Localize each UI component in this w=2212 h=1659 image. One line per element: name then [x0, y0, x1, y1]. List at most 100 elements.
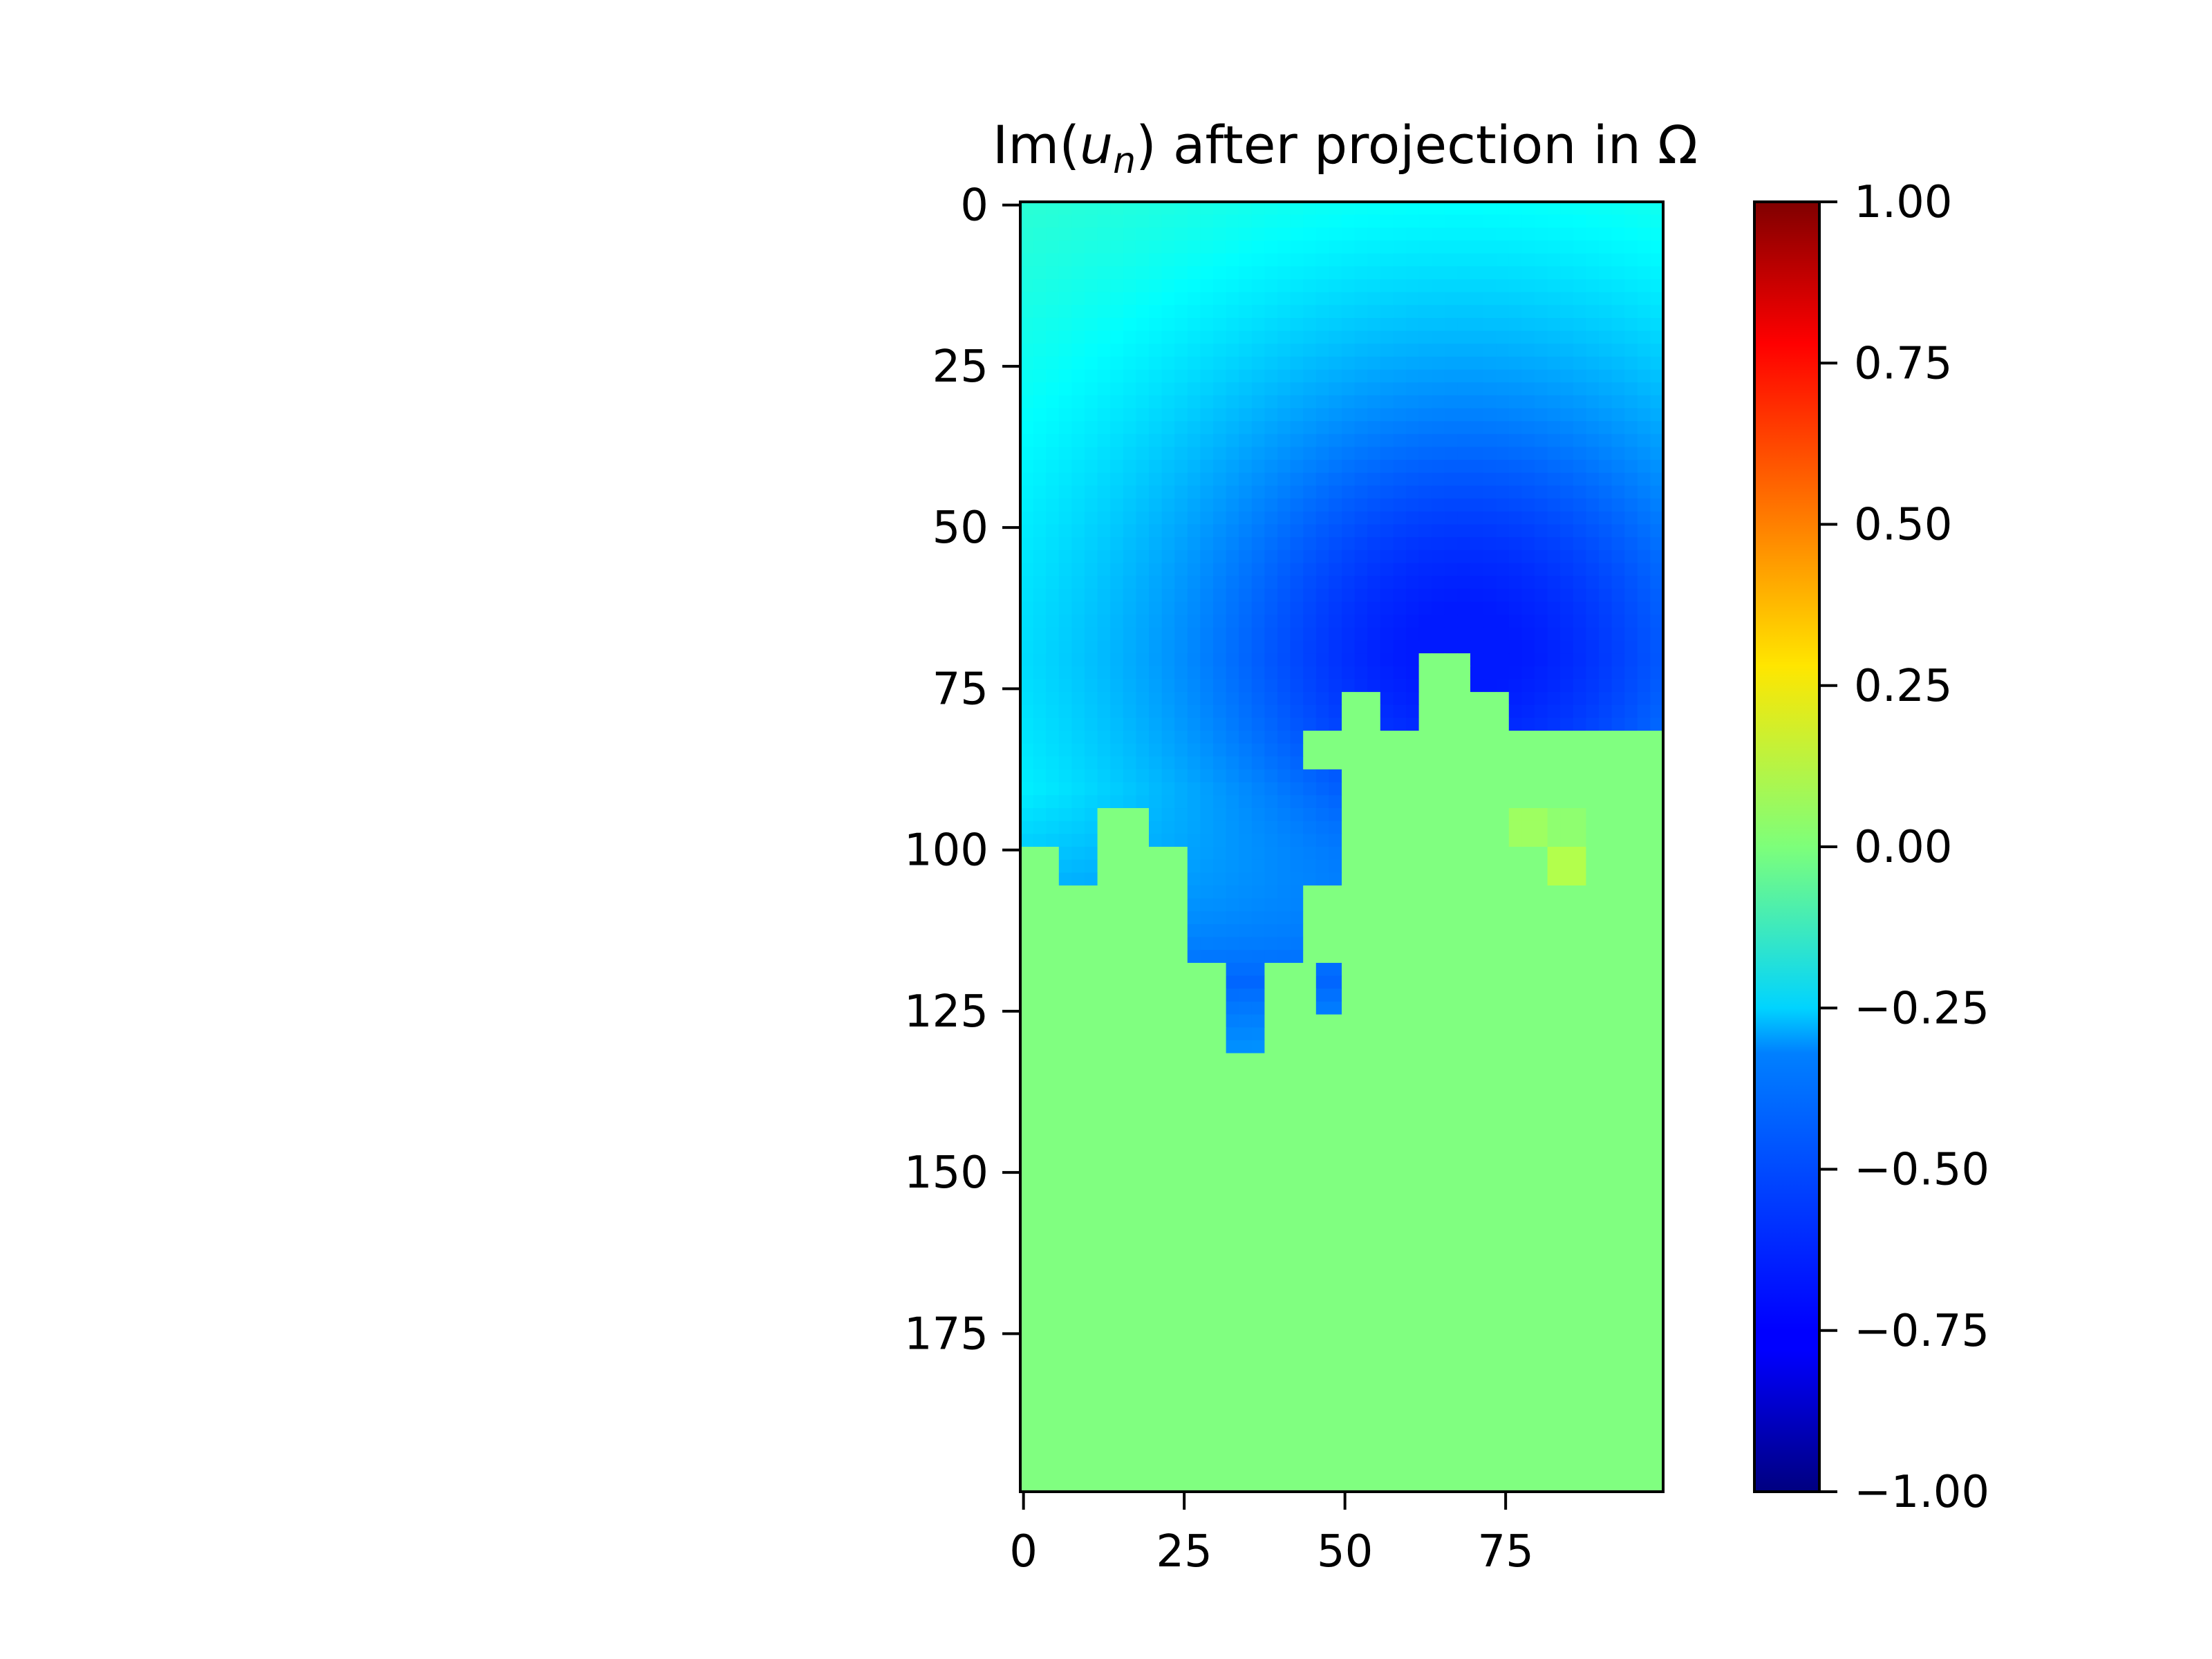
heatmap-cell [1136, 563, 1150, 577]
heatmap-cell [1483, 834, 1497, 847]
heatmap-cell [1599, 640, 1613, 654]
heatmap-cell [1611, 640, 1625, 654]
heatmap-cell [1483, 988, 1497, 1002]
heatmap-cell [1264, 950, 1278, 964]
heatmap-cell [1085, 950, 1098, 964]
heatmap-cell [1432, 317, 1445, 332]
heatmap-cell [1097, 292, 1111, 306]
heatmap-cell [1315, 1298, 1329, 1312]
heatmap-cell [1432, 653, 1445, 667]
heatmap-cell [1418, 214, 1432, 228]
heatmap-cell [1393, 1453, 1407, 1467]
heatmap-cell [1123, 317, 1136, 332]
heatmap-cell [1213, 279, 1227, 293]
heatmap-cell [1535, 1298, 1548, 1312]
heatmap-cell [1123, 795, 1136, 809]
heatmap-cell [1418, 769, 1432, 783]
heatmap-cell [1136, 1078, 1150, 1093]
heatmap-cell [1071, 330, 1085, 344]
heatmap-cell [1110, 279, 1124, 293]
heatmap-cell [1123, 433, 1136, 448]
heatmap-cell [1174, 692, 1188, 706]
heatmap-cell [1251, 563, 1265, 577]
heatmap-cell [1149, 408, 1163, 422]
heatmap-cell [1149, 808, 1163, 822]
heatmap-cell [1380, 1143, 1394, 1157]
heatmap-cell [1290, 808, 1304, 822]
heatmap-cell [1315, 950, 1329, 964]
heatmap-cell [1213, 305, 1227, 319]
heatmap-cell [1444, 317, 1458, 332]
heatmap-cell [1071, 1401, 1085, 1415]
heatmap-cell [1547, 1169, 1561, 1183]
heatmap-cell [1123, 911, 1136, 925]
heatmap-cell [1599, 408, 1613, 422]
heatmap-cell [1547, 872, 1561, 886]
heatmap-cell [1406, 1233, 1420, 1248]
heatmap-cell [1020, 524, 1034, 538]
heatmap-cell [1380, 1014, 1394, 1028]
heatmap-cell [1342, 1272, 1356, 1286]
heatmap-cell [1046, 756, 1060, 770]
heatmap-cell [1097, 305, 1111, 319]
heatmap-cell [1264, 924, 1278, 938]
heatmap-cell [1290, 950, 1304, 964]
heatmap-cell [1560, 202, 1574, 216]
heatmap-cell [1547, 240, 1561, 254]
heatmap-cell [1020, 911, 1034, 925]
heatmap-cell [1418, 937, 1432, 950]
heatmap-cell [1611, 1337, 1625, 1351]
heatmap-cell [1161, 202, 1175, 216]
heatmap-cell [1097, 847, 1111, 861]
heatmap-cell [1535, 305, 1548, 319]
heatmap-cell [1418, 640, 1432, 654]
heatmap-cell [1136, 433, 1150, 448]
heatmap-cell [1290, 1027, 1304, 1041]
heatmap-cell [1033, 447, 1047, 460]
heatmap-cell [1277, 433, 1291, 448]
heatmap-cell [1432, 1208, 1445, 1221]
heatmap-cell [1200, 1259, 1214, 1273]
heatmap-cell [1599, 975, 1613, 989]
heatmap-cell [1315, 1272, 1329, 1286]
heatmap-cell [1380, 1272, 1394, 1286]
heatmap-cell [1277, 1388, 1291, 1402]
heatmap-cell [1251, 1233, 1265, 1248]
heatmap-cell [1342, 563, 1356, 577]
heatmap-cell [1174, 511, 1188, 525]
heatmap-cell [1573, 1053, 1586, 1067]
heatmap-cell [1033, 756, 1047, 770]
heatmap-cell [1239, 279, 1253, 293]
heatmap-cell [1599, 808, 1613, 822]
heatmap-cell [1315, 1388, 1329, 1402]
heatmap-cell [1303, 202, 1317, 216]
heatmap-cell [1586, 756, 1600, 770]
heatmap-cell [1085, 472, 1098, 487]
heatmap-cell [1496, 330, 1510, 344]
heatmap-cell [1611, 356, 1625, 371]
heatmap-cell [1046, 601, 1060, 615]
heatmap-cell [1393, 421, 1407, 435]
heatmap-cell [1393, 1053, 1407, 1067]
heatmap-cell [1444, 447, 1458, 460]
heatmap-cell [1033, 524, 1047, 538]
heatmap-cell [1521, 1388, 1535, 1402]
heatmap-cell [1573, 1040, 1586, 1054]
heatmap-cell [1354, 1105, 1368, 1118]
heatmap-cell [1033, 1298, 1047, 1312]
heatmap-cell [1123, 214, 1136, 228]
heatmap-cell [1406, 1376, 1420, 1389]
heatmap-cell [1277, 524, 1291, 538]
heatmap-cell [1149, 1156, 1163, 1170]
heatmap-cell [1329, 950, 1342, 964]
heatmap-cell [1547, 1388, 1561, 1402]
heatmap-cell [1303, 1362, 1317, 1376]
heatmap-cell [1586, 769, 1600, 783]
heatmap-cell [1226, 653, 1239, 667]
heatmap-cell [1226, 1246, 1239, 1260]
heatmap-cell [1650, 524, 1664, 538]
heatmap-cell [1521, 369, 1535, 383]
heatmap-cell [1071, 1233, 1085, 1248]
heatmap-cell [1406, 356, 1420, 371]
heatmap-cell [1393, 1414, 1407, 1428]
